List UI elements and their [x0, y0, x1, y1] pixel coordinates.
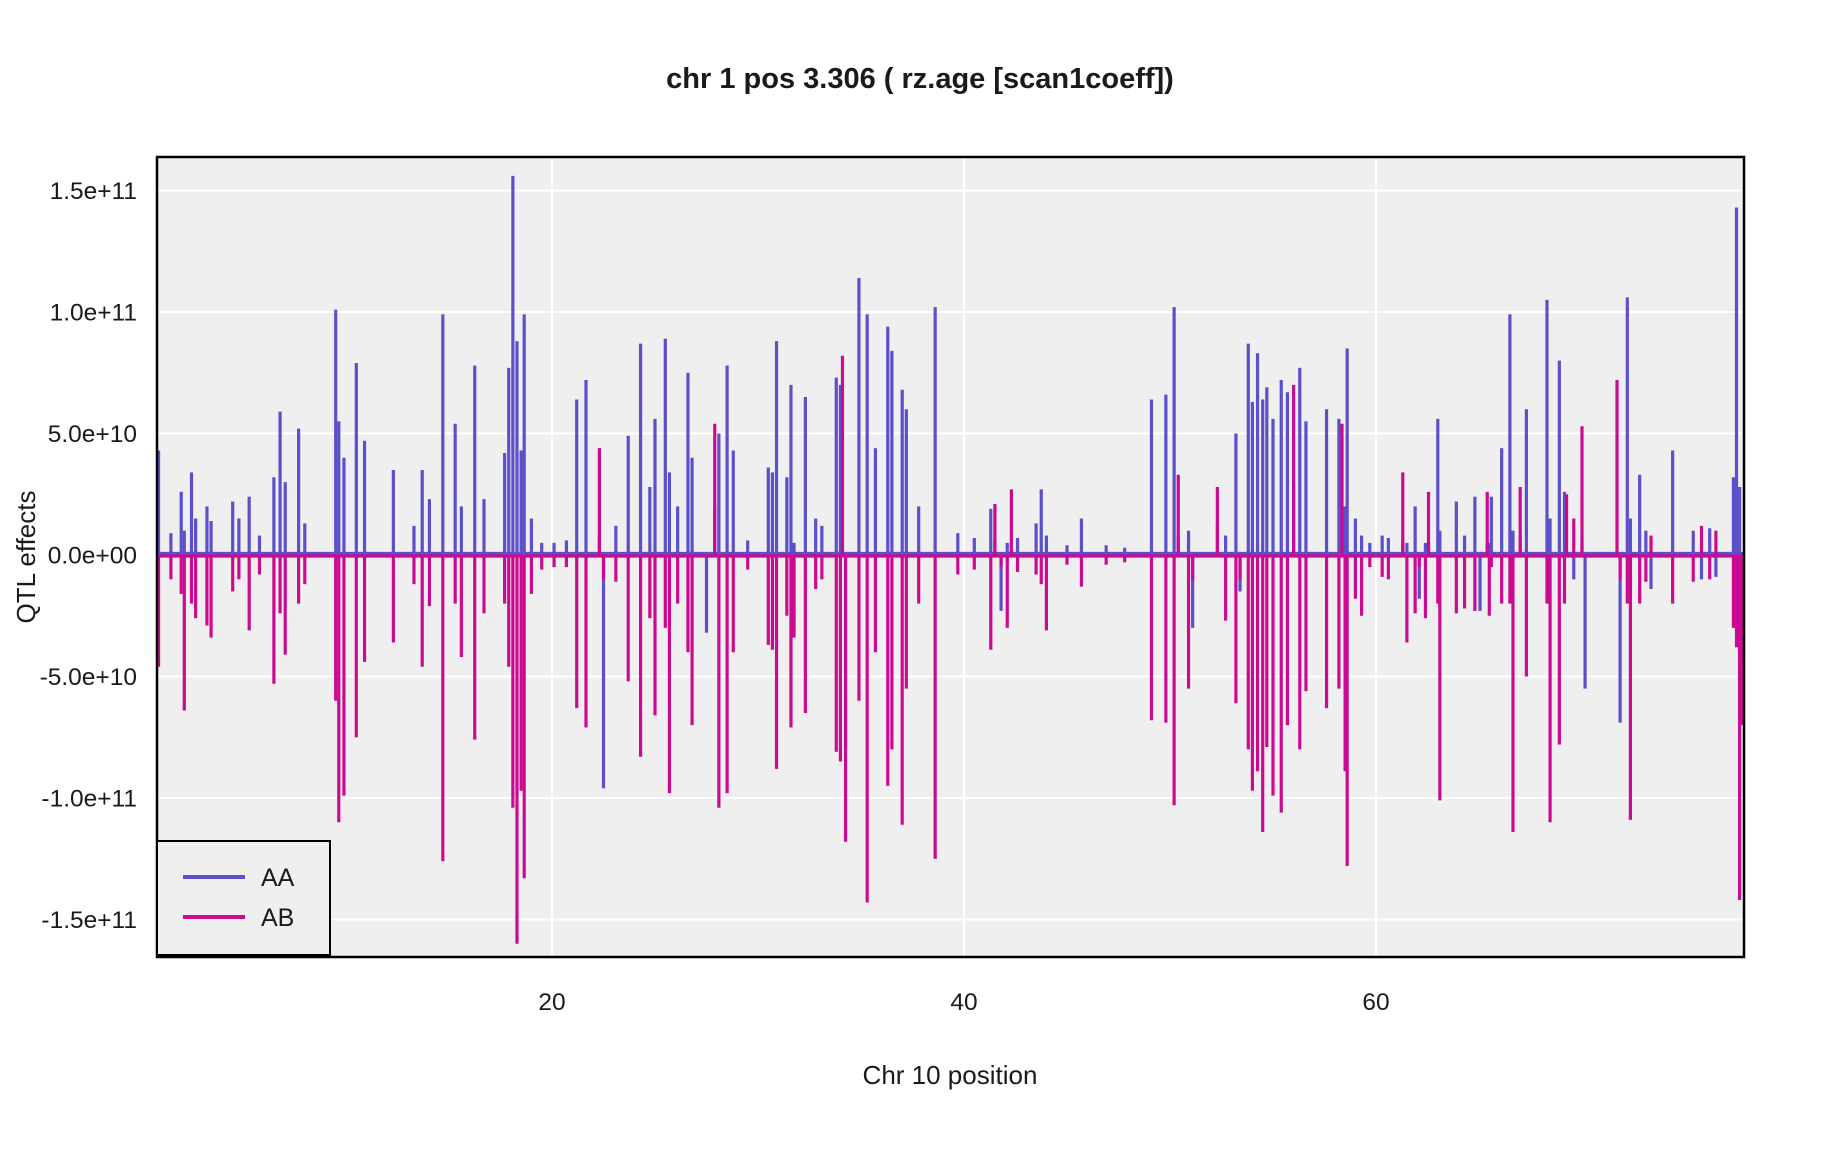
- x-tick-labels: 20 40 60: [538, 989, 1389, 1016]
- legend: AA AB: [156, 840, 331, 956]
- legend-entries: AA AB: [183, 864, 295, 932]
- legend-label-AB: AB: [261, 904, 294, 932]
- y-tick-label: 0.0e+00: [48, 543, 137, 570]
- y-tick-label: -5.0e+10: [40, 664, 137, 691]
- y-tick-label: 1.0e+11: [50, 300, 137, 327]
- y-tick-label: -1.5e+11: [41, 907, 137, 934]
- y-tick-labels: 1.5e+11 1.0e+11 5.0e+10 0.0e+00 -5.0e+10 -1.0…: [40, 178, 137, 934]
- x-tick-label: 20: [538, 989, 565, 1016]
- y-tick-label: 1.5e+11: [50, 178, 137, 205]
- panel-border: [155, 155, 1746, 959]
- x-tick-label: 40: [950, 989, 977, 1016]
- y-tick-label: -1.0e+11: [41, 786, 137, 813]
- y-tick-label: 5.0e+10: [48, 421, 137, 448]
- series-layer: [157, 175, 1744, 944]
- legend-box: [156, 840, 331, 956]
- x-tick-label: 60: [1362, 989, 1389, 1016]
- legend-label-AA: AA: [261, 864, 295, 892]
- plot-title: chr 1 pos 3.306 ( rz.age [scan1coeff]): [666, 63, 1174, 95]
- y-axis-title: QTL effects: [11, 491, 41, 624]
- x-axis-title: Chr 10 position: [863, 1060, 1038, 1090]
